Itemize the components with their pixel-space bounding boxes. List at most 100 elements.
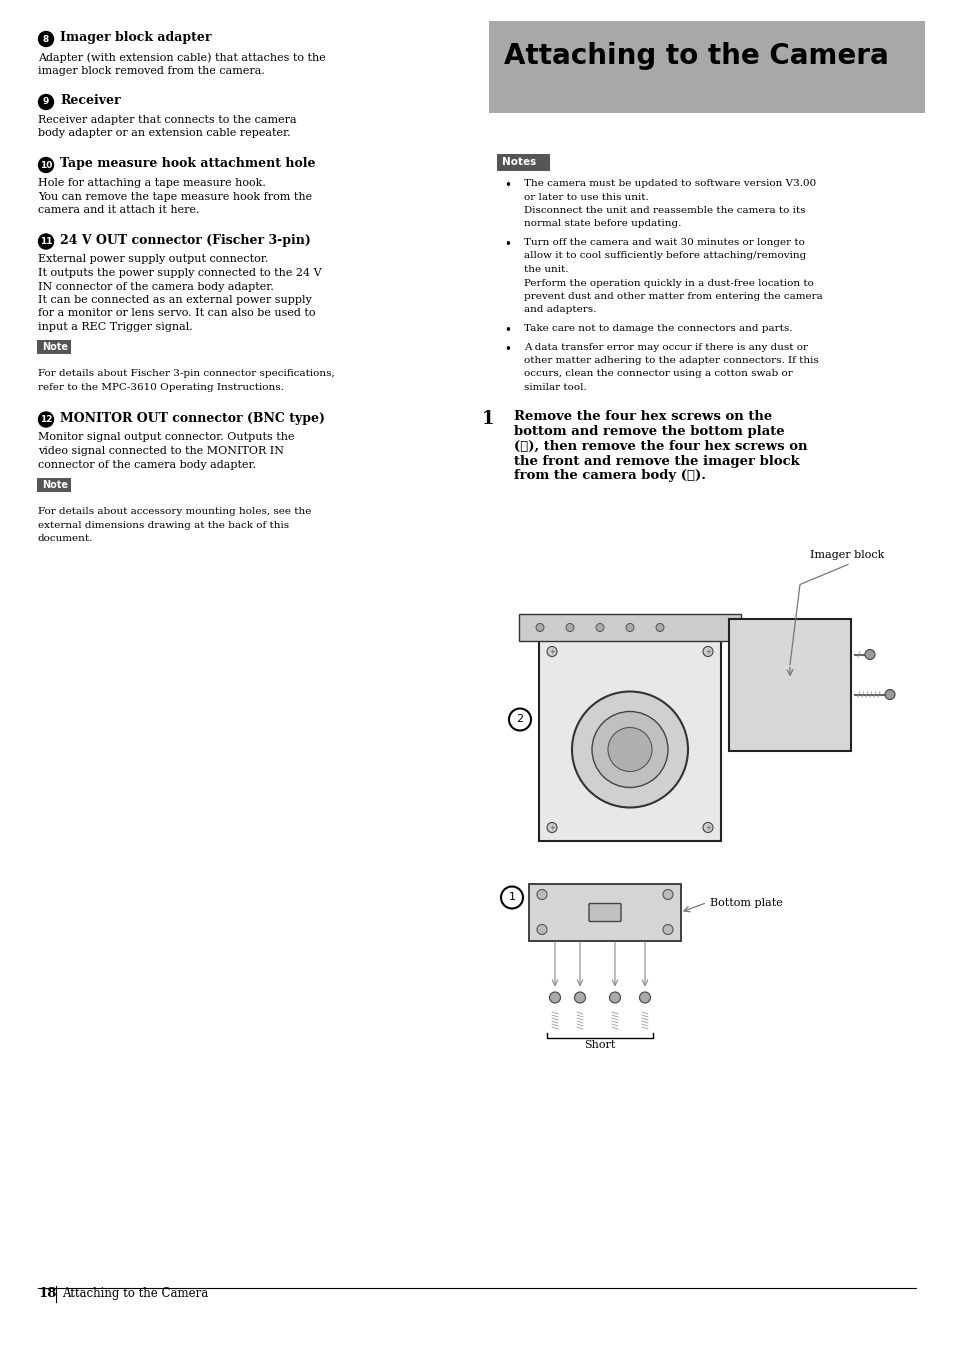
- Text: IN connector of the camera body adapter.: IN connector of the camera body adapter.: [38, 281, 274, 292]
- Text: allow it to cool sufficiently before attaching/removing: allow it to cool sufficiently before att…: [523, 251, 805, 261]
- FancyBboxPatch shape: [728, 618, 850, 750]
- Text: imager block removed from the camera.: imager block removed from the camera.: [38, 65, 265, 76]
- FancyBboxPatch shape: [489, 22, 924, 114]
- Text: Hole for attaching a tape measure hook.: Hole for attaching a tape measure hook.: [38, 178, 266, 188]
- Text: document.: document.: [38, 534, 93, 544]
- Text: External power supply output connector.: External power supply output connector.: [38, 254, 268, 265]
- Text: •: •: [503, 342, 511, 356]
- Text: For details about accessory mounting holes, see the: For details about accessory mounting hol…: [38, 507, 311, 516]
- Text: and adapters.: and adapters.: [523, 306, 596, 315]
- Text: Attaching to the Camera: Attaching to the Camera: [503, 42, 888, 70]
- Text: Short: Short: [583, 1040, 615, 1049]
- Text: external dimensions drawing at the back of this: external dimensions drawing at the back …: [38, 521, 289, 530]
- Text: Turn off the camera and wait 30 minutes or longer to: Turn off the camera and wait 30 minutes …: [523, 238, 804, 247]
- Circle shape: [549, 992, 560, 1003]
- Text: 9: 9: [43, 97, 50, 107]
- Circle shape: [572, 691, 687, 807]
- Text: Note: Note: [42, 480, 68, 489]
- Circle shape: [592, 711, 667, 787]
- Text: The camera must be updated to software version V3.00: The camera must be updated to software v…: [523, 178, 816, 188]
- Circle shape: [639, 992, 650, 1003]
- Circle shape: [625, 623, 634, 631]
- Text: connector of the camera body adapter.: connector of the camera body adapter.: [38, 460, 255, 469]
- Text: Disconnect the unit and reassemble the camera to its: Disconnect the unit and reassemble the c…: [523, 206, 804, 215]
- Text: video signal connected to the MONITOR IN: video signal connected to the MONITOR IN: [38, 446, 284, 456]
- FancyBboxPatch shape: [37, 339, 71, 354]
- Text: camera and it attach it here.: camera and it attach it here.: [38, 206, 199, 215]
- Text: +: +: [549, 649, 555, 654]
- Text: from the camera body (②).: from the camera body (②).: [514, 469, 705, 483]
- Text: MONITOR OUT connector (BNC type): MONITOR OUT connector (BNC type): [60, 412, 325, 425]
- Text: Remove the four hex screws on the: Remove the four hex screws on the: [514, 410, 771, 422]
- Text: Bottom plate: Bottom plate: [709, 898, 781, 907]
- Circle shape: [38, 412, 53, 427]
- Text: similar tool.: similar tool.: [523, 383, 586, 392]
- FancyBboxPatch shape: [497, 154, 550, 170]
- FancyBboxPatch shape: [529, 883, 680, 941]
- FancyBboxPatch shape: [37, 477, 71, 492]
- Circle shape: [38, 95, 53, 110]
- Circle shape: [546, 822, 557, 833]
- Circle shape: [546, 646, 557, 657]
- Circle shape: [656, 623, 663, 631]
- Text: A data transfer error may occur if there is any dust or: A data transfer error may occur if there…: [523, 342, 807, 352]
- Circle shape: [574, 992, 585, 1003]
- FancyBboxPatch shape: [483, 499, 805, 1248]
- Text: 11: 11: [40, 237, 52, 246]
- Circle shape: [565, 623, 574, 631]
- Text: 24 V OUT connector (Fischer 3-pin): 24 V OUT connector (Fischer 3-pin): [60, 234, 311, 247]
- FancyBboxPatch shape: [538, 638, 720, 841]
- Text: for a monitor or lens servo. It can also be used to: for a monitor or lens servo. It can also…: [38, 308, 315, 319]
- Text: +: +: [549, 825, 555, 830]
- Text: Imager block: Imager block: [809, 549, 883, 560]
- Text: 1: 1: [481, 410, 494, 427]
- Text: refer to the MPC-3610 Operating Instructions.: refer to the MPC-3610 Operating Instruct…: [38, 383, 284, 392]
- Text: 1: 1: [508, 892, 515, 903]
- Circle shape: [536, 623, 543, 631]
- Text: other matter adhering to the adapter connectors. If this: other matter adhering to the adapter con…: [523, 356, 818, 365]
- Circle shape: [609, 992, 619, 1003]
- Text: normal state before updating.: normal state before updating.: [523, 219, 680, 228]
- Circle shape: [596, 623, 603, 631]
- Text: +: +: [704, 825, 710, 830]
- Circle shape: [607, 727, 651, 772]
- Text: Tape measure hook attachment hole: Tape measure hook attachment hole: [60, 157, 315, 170]
- Text: Attaching to the Camera: Attaching to the Camera: [62, 1287, 208, 1301]
- Text: Receiver: Receiver: [60, 95, 120, 108]
- Text: It outputs the power supply connected to the 24 V: It outputs the power supply connected to…: [38, 268, 321, 279]
- Circle shape: [509, 708, 531, 730]
- Text: the unit.: the unit.: [523, 265, 568, 274]
- Text: 18: 18: [38, 1287, 56, 1301]
- Text: 12: 12: [40, 415, 52, 425]
- Circle shape: [38, 31, 53, 46]
- FancyBboxPatch shape: [518, 614, 740, 641]
- Text: •: •: [503, 238, 511, 251]
- Text: (①), then remove the four hex screws on: (①), then remove the four hex screws on: [514, 439, 806, 453]
- Text: For details about Fischer 3-pin connector specifications,: For details about Fischer 3-pin connecto…: [38, 369, 335, 379]
- Text: Notes: Notes: [501, 157, 536, 168]
- Text: occurs, clean the connector using a cotton swab or: occurs, clean the connector using a cott…: [523, 369, 792, 379]
- Circle shape: [38, 157, 53, 173]
- Text: 2: 2: [516, 714, 523, 725]
- Text: Perform the operation quickly in a dust-free location to: Perform the operation quickly in a dust-…: [523, 279, 813, 288]
- Circle shape: [500, 887, 522, 909]
- Text: prevent dust and other matter from entering the camera: prevent dust and other matter from enter…: [523, 292, 821, 301]
- Text: Take care not to damage the connectors and parts.: Take care not to damage the connectors a…: [523, 324, 792, 333]
- Text: Receiver adapter that connects to the camera: Receiver adapter that connects to the ca…: [38, 115, 296, 124]
- Circle shape: [864, 649, 874, 660]
- Circle shape: [537, 890, 546, 899]
- Text: 10: 10: [40, 161, 52, 169]
- Text: bottom and remove the bottom plate: bottom and remove the bottom plate: [514, 425, 783, 438]
- Text: It can be connected as an external power supply: It can be connected as an external power…: [38, 295, 312, 306]
- Text: +: +: [704, 649, 710, 654]
- Text: •: •: [503, 178, 511, 192]
- Circle shape: [702, 822, 712, 833]
- Circle shape: [884, 690, 894, 699]
- Text: You can remove the tape measure hook from the: You can remove the tape measure hook fro…: [38, 192, 312, 201]
- Circle shape: [38, 234, 53, 249]
- Circle shape: [662, 890, 672, 899]
- Text: •: •: [503, 324, 511, 337]
- Circle shape: [537, 925, 546, 934]
- Circle shape: [702, 646, 712, 657]
- Text: Imager block adapter: Imager block adapter: [60, 31, 212, 45]
